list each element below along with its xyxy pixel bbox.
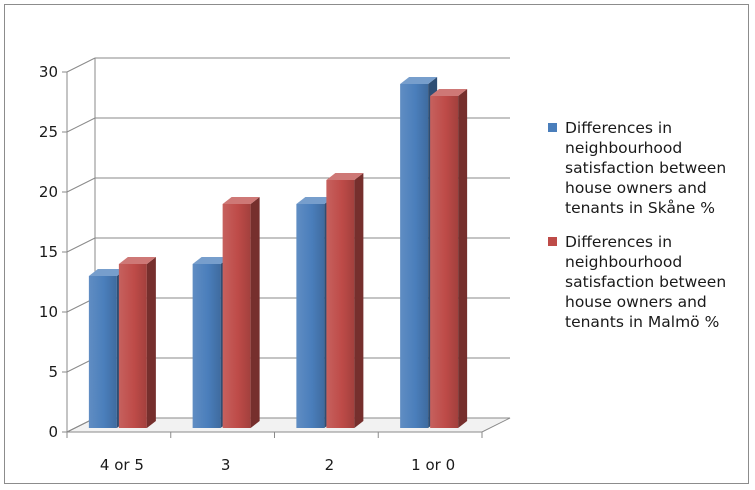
legend-swatch-skane — [548, 123, 557, 132]
x-tick-label: 2 — [325, 456, 335, 474]
bar-top-1-1 — [222, 197, 260, 204]
legend-label-malmo: Differences in neighbourhood satisfactio… — [565, 233, 727, 331]
bar-front-1-0 — [118, 264, 147, 428]
bar-front-1-1 — [222, 204, 251, 428]
x-tick-label: 4 or 5 — [100, 456, 144, 474]
x-axis-tick-labels: 4 or 5 3 2 1 or 0 — [66, 432, 483, 474]
bar-top-1-0 — [118, 257, 156, 264]
bar-top-1-3 — [430, 89, 468, 96]
y-tick-label: 15 — [39, 243, 58, 261]
bar-top-0-0 — [88, 269, 126, 276]
gridline-side — [66, 117, 96, 133]
bar-top-0-2 — [296, 197, 334, 204]
bar-top-0-3 — [400, 77, 438, 84]
bar-side-1-3 — [458, 89, 468, 428]
legend-label-skane: Differences in neighbourhood satisfactio… — [565, 119, 727, 217]
y-axis-tick-labels: 0 5 10 15 20 25 30 — [39, 63, 58, 441]
gridline-side — [66, 237, 96, 253]
y-tick-label: 0 — [48, 423, 58, 441]
bar-front-0-0 — [88, 276, 117, 428]
y-tick-label: 5 — [48, 363, 58, 381]
bar-side-1-0 — [146, 257, 156, 428]
legend-swatch-malmo — [548, 237, 557, 246]
x-tick-label: 1 or 0 — [411, 456, 455, 474]
bar-front-0-3 — [400, 84, 429, 428]
y-tick-label: 10 — [39, 303, 58, 321]
x-tick-label: 3 — [221, 456, 231, 474]
legend-item-skane: Differences in neighbourhood satisfactio… — [545, 118, 745, 218]
gridline-side — [66, 177, 96, 193]
gridline-side — [66, 57, 96, 73]
legend-item-malmo: Differences in neighbourhood satisfactio… — [545, 232, 745, 332]
y-tick-label: 20 — [39, 183, 58, 201]
bar-front-0-2 — [296, 204, 325, 428]
bar-front-1-2 — [326, 180, 355, 428]
bar-front-0-1 — [192, 264, 221, 428]
bar-side-1-1 — [250, 197, 260, 428]
bar-front-1-3 — [430, 96, 459, 428]
bar-top-1-2 — [326, 173, 364, 180]
bar-side-1-2 — [354, 173, 364, 428]
bar-top-0-1 — [192, 257, 230, 264]
y-tick-label: 25 — [39, 123, 58, 141]
legend: Differences in neighbourhood satisfactio… — [545, 118, 745, 346]
bars — [88, 77, 468, 428]
y-tick-label: 30 — [39, 63, 58, 81]
